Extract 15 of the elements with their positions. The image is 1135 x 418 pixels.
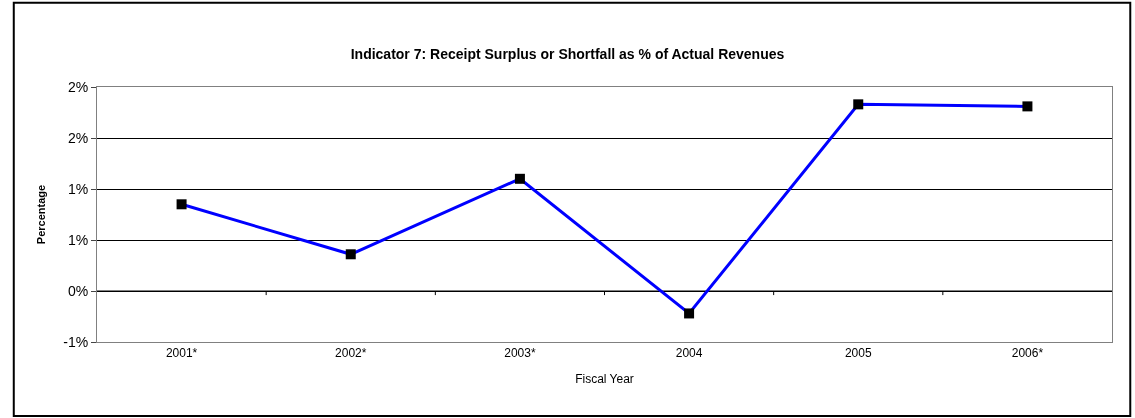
x-tick-label: 2004 (675, 346, 703, 361)
y-tick-label: 2% (67, 78, 89, 95)
x-axis-title: Fiscal Year (575, 372, 634, 387)
x-tick-label: 2006* (1011, 346, 1044, 361)
y-tick-label: 1% (67, 180, 89, 197)
y-tick-label: 2% (67, 129, 89, 146)
y-tick-label: -1% (63, 333, 89, 350)
chart-title: Indicator 7: Receipt Surplus or Shortfall as % of Actual Revenues (350, 46, 785, 63)
y-tick-label: 0% (67, 282, 89, 299)
y-axis-title: Percentage (34, 184, 47, 245)
x-tick-label: 2003* (504, 346, 536, 361)
y-tick-label: 1% (67, 231, 89, 248)
x-tick-label: 2005 (844, 346, 872, 361)
x-tick-label: 2002* (335, 346, 367, 361)
x-tick-label: 2001* (165, 346, 198, 361)
